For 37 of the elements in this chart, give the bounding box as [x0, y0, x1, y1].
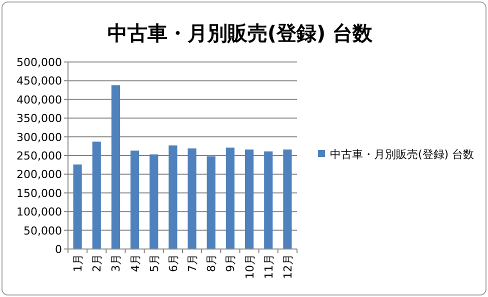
y-tick-label: 200,000 — [16, 168, 62, 182]
bar — [206, 156, 216, 249]
bar — [283, 150, 292, 249]
bar — [188, 148, 196, 249]
chart-title: 中古車・月別販売(登録) 台数 — [107, 21, 374, 45]
bar — [226, 148, 235, 249]
bar — [264, 151, 273, 249]
y-tick-label: 500,000 — [16, 56, 62, 69]
y-tick-label: 250,000 — [16, 150, 62, 162]
x-tick-label: 3月 — [110, 254, 123, 272]
bar — [168, 145, 178, 249]
bar — [150, 154, 158, 249]
bar — [92, 142, 101, 249]
y-tick-label: 300,000 — [16, 130, 62, 144]
x-tick-label: 2月 — [90, 254, 104, 272]
x-tick-label: 11月 — [262, 254, 276, 279]
y-tick-label: 400,000 — [16, 93, 62, 106]
bar — [111, 85, 120, 249]
x-tick-label: 4月 — [128, 254, 142, 272]
x-tick-label: 8月 — [205, 254, 218, 272]
x-tick-label: 12月 — [281, 254, 294, 279]
bar — [130, 150, 140, 249]
y-tick-label: 50,000 — [24, 224, 62, 238]
y-tick-label: 100,000 — [16, 206, 62, 219]
bar — [245, 150, 254, 249]
y-tick-label: 450,000 — [16, 74, 62, 88]
y-tick-label: 0 — [55, 243, 62, 256]
y-tick-label: 150,000 — [16, 186, 62, 200]
legend-label: 中古車・月別販売(登録) 台数 — [330, 148, 474, 161]
y-tick-label: 350,000 — [16, 112, 62, 126]
x-tick-label: 6月 — [166, 254, 180, 272]
x-tick-label: 9月 — [224, 254, 238, 272]
x-tick-label: 1月 — [72, 254, 85, 272]
x-tick-label: 7月 — [186, 254, 200, 272]
x-tick-label: 10月 — [243, 254, 256, 279]
x-tick-label: 5月 — [148, 254, 161, 272]
bar — [73, 164, 82, 249]
